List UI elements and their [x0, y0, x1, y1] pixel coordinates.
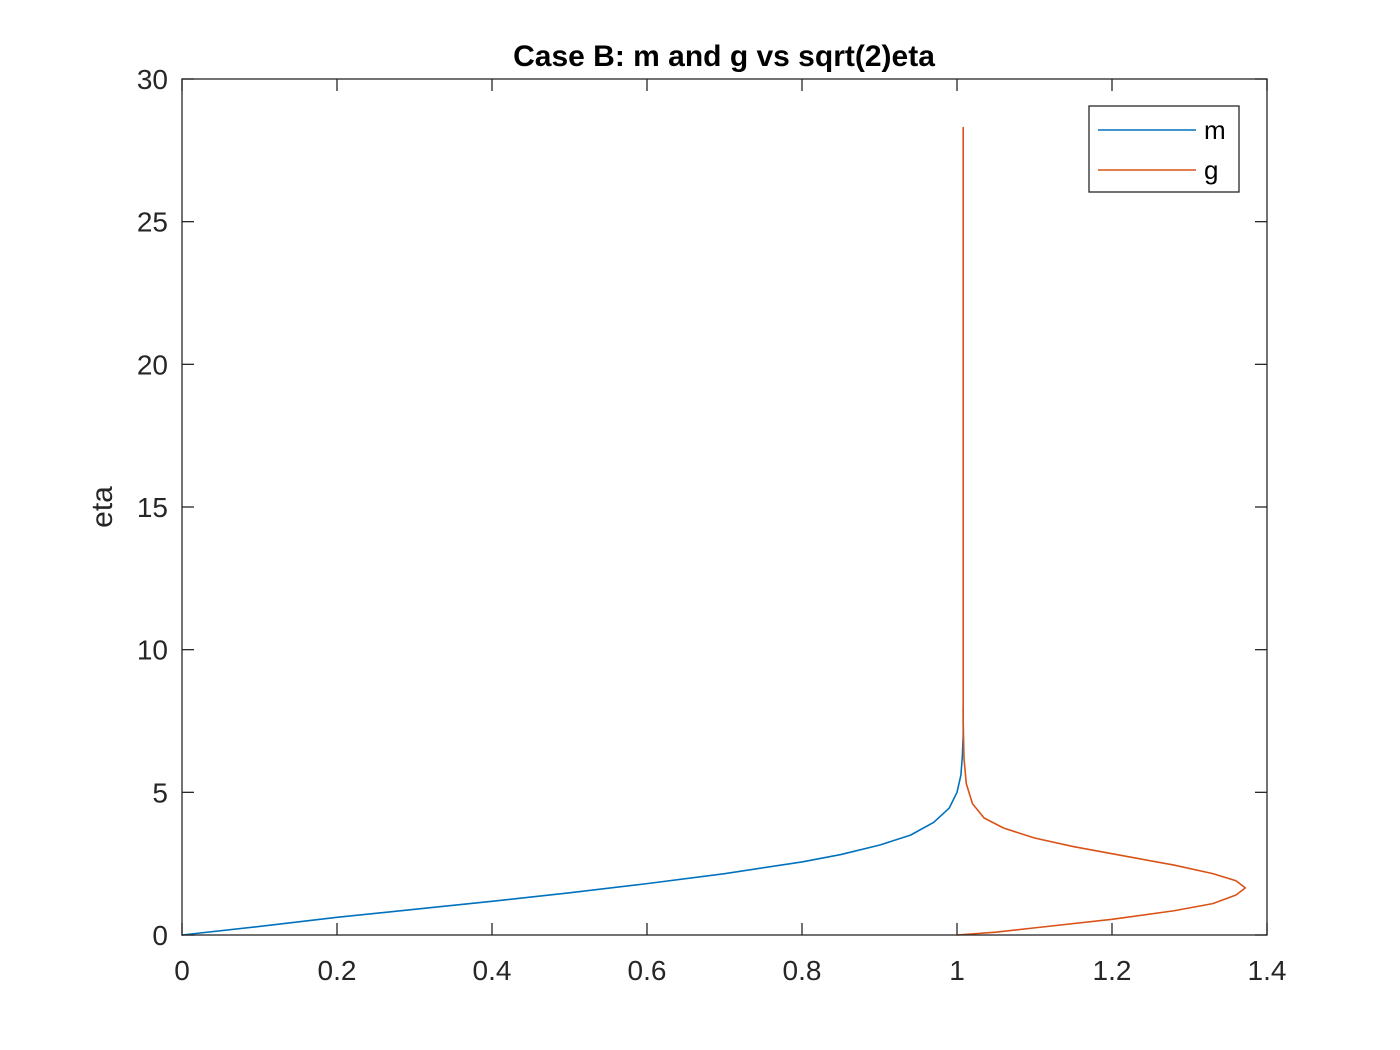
series-line-m — [181, 705, 964, 936]
x-tick-label: 0.8 — [783, 955, 822, 986]
y-tick-label: 5 — [152, 777, 168, 808]
x-tick-label: 1.4 — [1248, 955, 1287, 986]
x-tick-label: 1.2 — [1093, 955, 1132, 986]
x-tick-label: 0.4 — [473, 955, 512, 986]
chart-title: Case B: m and g vs sqrt(2)eta — [513, 40, 935, 73]
legend-label-g: g — [1204, 155, 1218, 185]
legend-box — [1088, 105, 1240, 193]
y-tick-label: 10 — [137, 635, 168, 666]
x-tick-label: 0.2 — [318, 955, 357, 986]
series-lines — [181, 126, 1247, 936]
x-tick-label: 1 — [949, 955, 965, 986]
y-tick-label: 25 — [137, 207, 168, 238]
y-axis-label: eta — [86, 486, 119, 528]
y-tick-label: 15 — [137, 492, 168, 523]
y-tick-label: 0 — [152, 920, 168, 951]
y-tick-label: 20 — [137, 349, 168, 380]
x-tick-label: 0.6 — [628, 955, 667, 986]
legend: m g — [1088, 105, 1240, 193]
axes-box — [181, 78, 1268, 936]
axis-ticks: 0 0.2 0.4 0.6 0.8 1 1.2 1.4 0 5 10 15 20 25 30 — [137, 64, 1287, 986]
x-tick-label: 0 — [174, 955, 190, 986]
plot-area — [182, 79, 1267, 935]
y-tick-label: 30 — [137, 64, 168, 95]
series-line-g — [956, 126, 1247, 936]
legend-label-m: m — [1204, 115, 1226, 145]
